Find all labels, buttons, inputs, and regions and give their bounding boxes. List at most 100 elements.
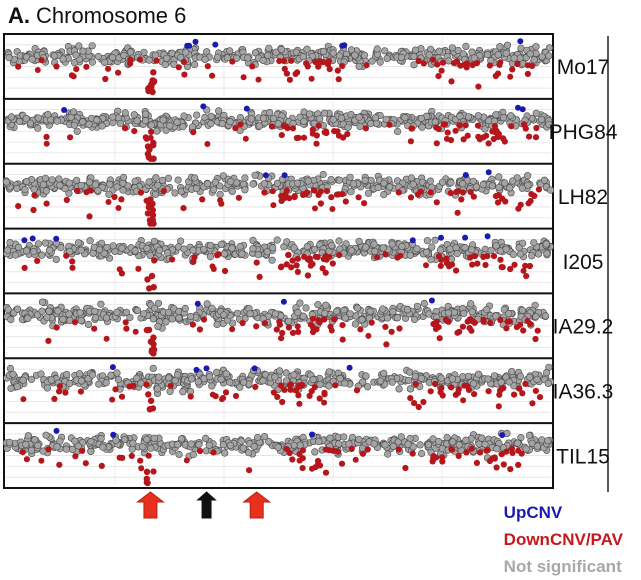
point-downcnv xyxy=(321,391,328,398)
point-downcnv xyxy=(464,318,471,325)
point-not-significant xyxy=(347,188,355,196)
point-not-significant xyxy=(226,441,234,450)
point-upcnv xyxy=(21,237,28,244)
point-not-significant xyxy=(462,42,470,51)
point-downcnv xyxy=(328,194,335,201)
point-downcnv xyxy=(132,328,139,335)
point-not-significant xyxy=(478,434,486,442)
point-downcnv xyxy=(235,194,242,201)
point-not-significant xyxy=(207,112,215,120)
point-downcnv xyxy=(222,389,230,396)
point-not-significant xyxy=(91,307,99,315)
point-downcnv xyxy=(306,392,313,399)
point-downcnv xyxy=(335,76,342,83)
point-not-significant xyxy=(2,178,11,186)
legend: UpCNV DownCNV/PAV Not significant xyxy=(504,503,623,577)
point-not-significant xyxy=(44,110,52,119)
point-not-significant xyxy=(97,434,105,443)
point-not-significant xyxy=(145,178,153,186)
point-not-significant xyxy=(449,438,457,446)
point-not-significant xyxy=(254,251,262,259)
point-downcnv xyxy=(496,61,503,68)
point-downcnv xyxy=(455,188,462,195)
point-not-significant xyxy=(453,250,461,258)
point-not-significant xyxy=(309,376,317,384)
point-downcnv-cluster xyxy=(148,347,156,354)
point-not-significant xyxy=(454,46,462,55)
point-downcnv xyxy=(103,335,110,342)
point-upcnv xyxy=(346,364,353,371)
point-downcnv xyxy=(374,254,381,261)
point-not-significant xyxy=(129,439,137,447)
point-downcnv xyxy=(522,262,529,269)
point-downcnv xyxy=(122,319,129,326)
point-downcnv xyxy=(279,398,286,406)
point-downcnv xyxy=(513,324,521,331)
point-downcnv xyxy=(508,445,515,452)
point-not-significant xyxy=(205,441,213,449)
point-downcnv xyxy=(430,56,437,63)
point-downcnv xyxy=(219,396,225,403)
point-not-significant xyxy=(495,173,503,181)
track-ia29-2: IA29.2 xyxy=(3,292,613,357)
point-not-significant xyxy=(290,244,298,252)
point-not-significant xyxy=(131,247,139,255)
point-not-significant xyxy=(211,178,219,186)
legend-upcnv: UpCNV xyxy=(503,503,563,522)
point-downcnv xyxy=(210,449,217,456)
point-downcnv xyxy=(490,135,497,143)
point-downcnv xyxy=(492,193,500,200)
point-not-significant xyxy=(542,369,551,377)
point-not-significant xyxy=(24,314,32,322)
point-not-significant xyxy=(91,314,100,322)
point-downcnv xyxy=(204,141,211,147)
point-not-significant xyxy=(533,375,541,384)
point-not-significant xyxy=(320,109,329,117)
point-downcnv xyxy=(443,260,450,267)
point-not-significant xyxy=(236,383,244,391)
point-downcnv xyxy=(283,187,290,194)
point-downcnv xyxy=(407,395,414,402)
point-not-significant xyxy=(208,382,216,390)
point-not-significant xyxy=(370,240,378,248)
point-downcnv xyxy=(296,457,303,464)
point-not-significant xyxy=(470,380,478,388)
point-not-significant xyxy=(181,304,189,313)
point-not-significant xyxy=(371,247,379,255)
point-not-significant xyxy=(179,388,187,396)
point-downcnv xyxy=(191,254,198,261)
point-downcnv xyxy=(434,61,441,68)
point-downcnv xyxy=(454,209,461,216)
point-not-significant xyxy=(404,440,412,448)
point-not-significant xyxy=(528,252,536,260)
point-not-significant xyxy=(329,49,337,57)
point-downcnv-cluster xyxy=(143,468,151,475)
point-upcnv xyxy=(53,427,60,434)
point-not-significant xyxy=(325,382,333,390)
point-not-significant xyxy=(351,51,359,59)
point-downcnv xyxy=(19,449,26,456)
point-not-significant xyxy=(384,450,392,458)
point-not-significant xyxy=(113,369,121,377)
point-downcnv xyxy=(321,316,328,323)
point-not-significant xyxy=(292,48,300,56)
point-not-significant xyxy=(161,60,169,69)
point-not-significant xyxy=(490,372,499,380)
point-downcnv-cluster xyxy=(150,69,157,76)
point-downcnv xyxy=(486,62,493,69)
point-downcnv xyxy=(253,259,260,266)
point-not-significant xyxy=(30,248,38,256)
point-not-significant xyxy=(93,116,101,124)
point-downcnv xyxy=(500,461,507,468)
point-downcnv xyxy=(123,325,130,332)
point-not-significant xyxy=(109,242,117,250)
point-not-significant xyxy=(525,431,534,440)
point-downcnv xyxy=(438,256,445,263)
point-not-significant xyxy=(107,371,115,379)
point-downcnv xyxy=(91,325,98,332)
point-not-significant xyxy=(327,176,335,184)
point-downcnv xyxy=(180,58,187,65)
arrow-shape xyxy=(242,491,272,519)
point-not-significant xyxy=(208,304,216,312)
point-downcnv xyxy=(261,320,268,327)
